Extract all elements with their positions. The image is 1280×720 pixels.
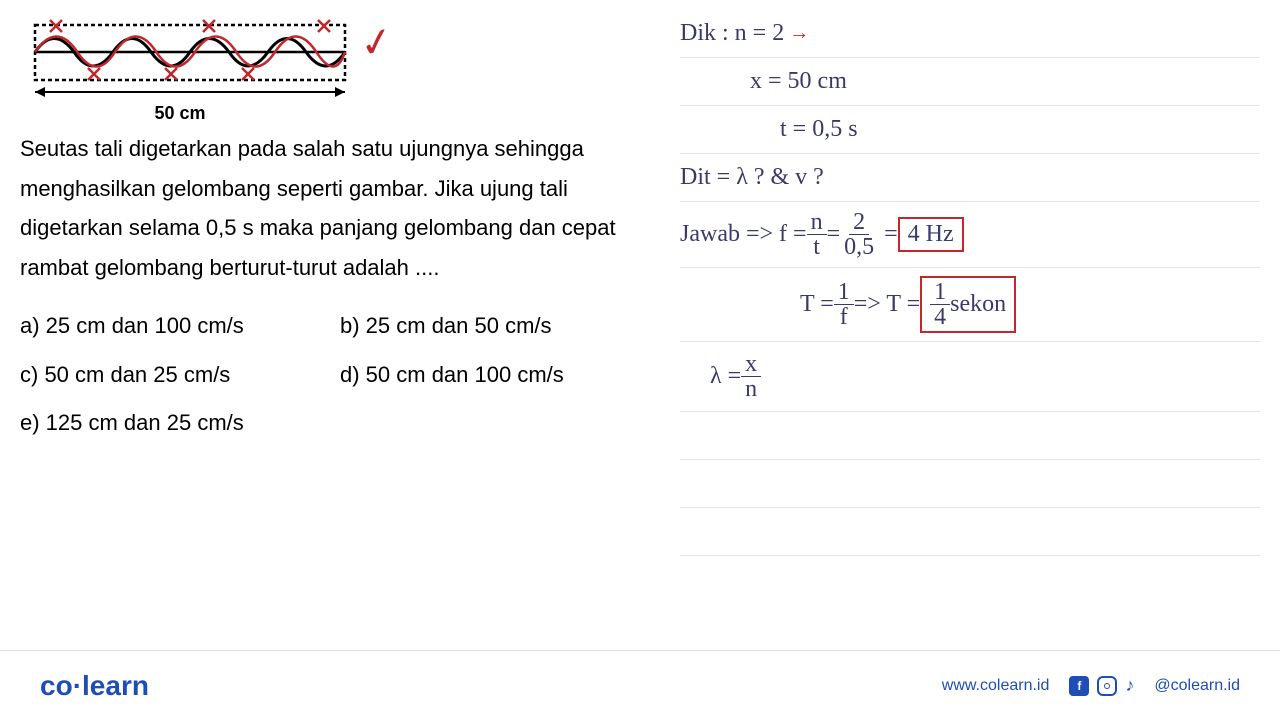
footer-handle[interactable]: @colearn.id xyxy=(1154,677,1240,695)
content-area: 50 cm ✓ Seutas tali digetarkan pada sala… xyxy=(0,0,1280,640)
question-panel: 50 cm ✓ Seutas tali digetarkan pada sala… xyxy=(0,0,660,640)
logo-learn: learn xyxy=(82,670,149,701)
hw-blank-3 xyxy=(680,508,1260,556)
tiktok-icon[interactable]: ♪ xyxy=(1125,675,1134,696)
hw-given-n: Dik : n = 2 → xyxy=(680,10,1260,58)
frac-1-over-f: 1 f xyxy=(834,280,854,329)
wave-width-label: 50 cm xyxy=(20,103,340,124)
option-c[interactable]: c) 50 cm dan 25 cm/s xyxy=(20,351,280,399)
frac-2-over-05: 2 0,5 xyxy=(840,210,878,259)
hw-line1-text: Dik : n = 2 xyxy=(680,20,784,47)
option-a[interactable]: a) 25 cm dan 100 cm/s xyxy=(20,302,280,350)
period-unit: sekon xyxy=(950,291,1006,318)
frac-x-over-n: x n xyxy=(741,352,761,401)
hw-line4-text: Dit = λ ? & v ? xyxy=(680,164,824,191)
footer-url[interactable]: www.colearn.id xyxy=(942,677,1050,695)
hw-eq1: = xyxy=(827,221,841,248)
option-d[interactable]: d) 50 cm dan 100 cm/s xyxy=(340,351,600,399)
logo-dot: · xyxy=(73,670,82,701)
hw-T-label: T = xyxy=(800,291,834,318)
hw-asked: Dit = λ ? & v ? xyxy=(680,154,1260,202)
hw-blank-1 xyxy=(680,412,1260,460)
arrow-right-icon: → xyxy=(784,22,809,45)
question-text: Seutas tali digetarkan pada salah satu u… xyxy=(20,129,640,287)
instagram-icon[interactable] xyxy=(1097,676,1117,696)
footer: co·learn www.colearn.id f ♪ @colearn.id xyxy=(0,650,1280,720)
hw-line3-text: t = 0,5 s xyxy=(780,116,858,143)
hw-eq2: = xyxy=(878,221,898,248)
hw-given-x: x = 50 cm xyxy=(680,58,1260,106)
facebook-icon[interactable]: f xyxy=(1069,676,1089,696)
hw-period: T = 1 f => T = 1 4 sekon xyxy=(680,268,1260,342)
social-icons: f ♪ xyxy=(1069,675,1134,696)
hw-jawab-label: Jawab => f = xyxy=(680,221,807,248)
footer-right: www.colearn.id f ♪ @colearn.id xyxy=(942,675,1240,696)
logo: co·learn xyxy=(40,670,149,702)
work-panel: Dik : n = 2 → x = 50 cm t = 0,5 s Dit = … xyxy=(660,0,1280,640)
frac-n-over-t: n t xyxy=(807,210,827,259)
hw-freq: Jawab => f = n t = 2 0,5 = 4 Hz xyxy=(680,202,1260,268)
freq-result-box: 4 Hz xyxy=(898,217,964,252)
hw-lambda: λ = x n xyxy=(680,342,1260,412)
options-list: a) 25 cm dan 100 cm/s b) 25 cm dan 50 cm… xyxy=(20,302,640,447)
option-e[interactable]: e) 125 cm dan 25 cm/s xyxy=(20,399,280,447)
period-result-box: 1 4 sekon xyxy=(920,276,1016,333)
wave-diagram xyxy=(20,10,340,100)
logo-co: co xyxy=(40,670,73,701)
hw-line2-text: x = 50 cm xyxy=(750,68,847,95)
option-b[interactable]: b) 25 cm dan 50 cm/s xyxy=(340,302,600,350)
hw-given-t: t = 0,5 s xyxy=(680,106,1260,154)
hw-lambda-label: λ = xyxy=(710,363,741,390)
checkmark-icon: ✓ xyxy=(356,17,397,68)
frac-1-over-4: 1 4 xyxy=(930,280,950,329)
hw-T-mid: => T = xyxy=(854,291,920,318)
hw-blank-2 xyxy=(680,460,1260,508)
